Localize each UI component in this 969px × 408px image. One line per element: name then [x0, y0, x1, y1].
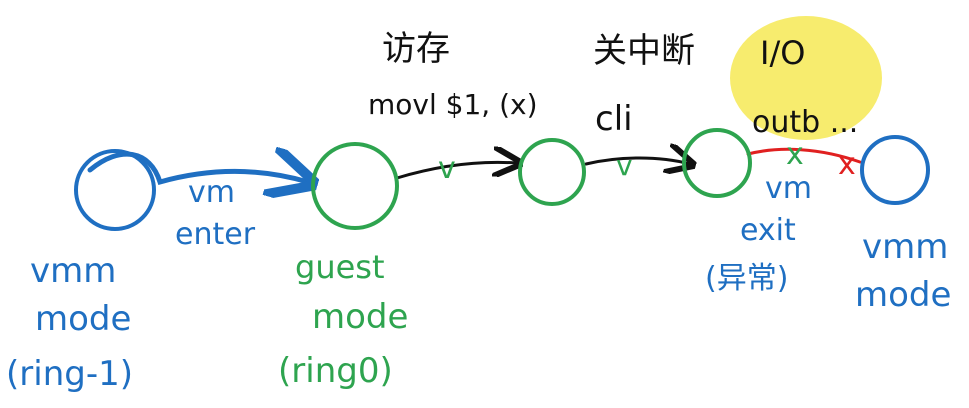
vm-exit-label-line2: exit	[740, 213, 796, 248]
memory-access-arrow	[395, 162, 517, 180]
vm-enter-label-line1: vm	[188, 175, 235, 210]
vmm-mode-line1: vmm	[862, 227, 948, 267]
guest-mode-node	[311, 142, 399, 230]
interrupt-off-instruction: cli	[595, 99, 633, 139]
vmm-ring-minus1-line3: (ring-1)	[6, 354, 133, 394]
vmm-ring-minus1-line2: mode	[35, 299, 131, 339]
vm-enter-arrow	[87, 154, 308, 182]
vm-enter-label-line2: enter	[175, 217, 256, 252]
io-cross-green: x	[786, 137, 804, 172]
io-title: I/O	[760, 34, 805, 72]
vmm-ring-minus1-node	[74, 149, 156, 231]
guest-mode-line3: (ring0)	[278, 351, 393, 391]
interrupt-off-arrow	[584, 158, 690, 164]
io-instruction: outb ...	[752, 105, 858, 140]
vm-exit-label-line3: (异常)	[705, 261, 788, 296]
vmm-mode-node	[860, 135, 930, 205]
interrupt-off-node	[682, 128, 752, 198]
vmm-ring-minus1-line1: vmm	[30, 251, 116, 291]
vmm-mode-line2: mode	[855, 275, 951, 315]
guest-mode-line2: mode	[312, 297, 408, 337]
memory-access-check: v	[438, 151, 456, 186]
vm-exit-label-line1: vm	[765, 171, 812, 206]
io-exit-arrow	[746, 147, 862, 164]
memory-access-node	[518, 138, 586, 206]
io-highlight	[730, 16, 882, 140]
interrupt-off-check: v	[616, 149, 633, 182]
memory-access-title: 访存	[382, 29, 450, 69]
guest-mode-line1: guest	[295, 248, 385, 286]
io-cross-red: x	[838, 147, 856, 182]
memory-access-instruction: movl $1, (x)	[368, 88, 538, 121]
interrupt-off-title: 关中断	[593, 31, 695, 71]
